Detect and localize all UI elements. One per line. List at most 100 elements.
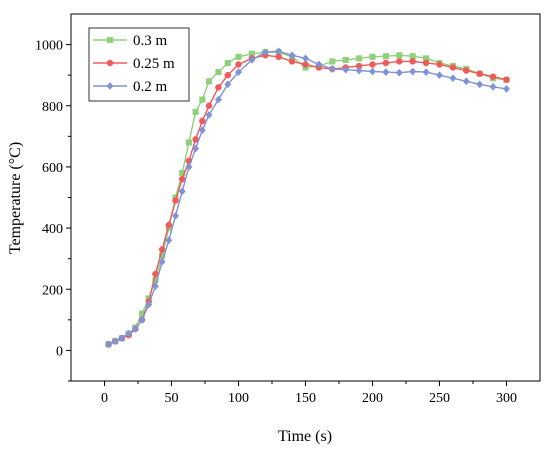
x-tick-label: 50 [165,391,179,406]
data-point [489,82,497,91]
data-point [224,80,232,89]
y-axis-label: Temperature (°C) [7,142,24,254]
data-point [118,334,126,343]
data-point [172,197,179,204]
data-point [224,71,232,79]
data-point [301,54,310,63]
y-tick-label: 0 [56,344,63,359]
data-point [224,59,231,66]
x-axis-label: Time (s) [278,428,332,445]
data-point [185,139,192,146]
data-point [476,80,484,89]
data-point [476,70,483,77]
legend-entry: 0.25 m [93,56,175,72]
data-point [151,282,159,291]
series-group [104,47,511,349]
data-point [261,48,269,57]
data-point [192,108,199,115]
data-point [329,58,336,65]
x-tick-label: 0 [101,391,108,406]
data-point [315,60,323,69]
data-point [396,52,403,59]
data-point [436,61,443,68]
data-point [503,76,510,84]
data-point [131,325,139,333]
data-point [368,67,377,76]
data-point [198,126,206,135]
data-point [234,68,243,77]
legend-entry: 0.2 m [93,79,168,95]
data-point [502,84,511,93]
data-point [104,340,113,349]
x-axis-ticks: 0 50 100 150 200 250 300 [101,381,517,406]
x-tick-label: 100 [228,391,249,406]
legend-label: 0.3 m [133,33,168,49]
y-tick-label: 800 [42,100,63,115]
data-point [288,51,296,60]
legend-marker [106,36,114,44]
legend-marker [106,82,114,90]
x-tick-label: 150 [295,391,316,406]
x-tick-label: 250 [429,391,450,406]
data-point [165,236,173,245]
data-point [185,162,193,171]
x-tick-label: 300 [496,391,517,406]
data-point [111,337,119,346]
data-point [449,74,457,83]
data-point [205,102,213,109]
y-tick-label: 600 [42,161,63,176]
legend-label: 0.25 m [133,56,175,72]
y-tick-label: 200 [42,283,63,298]
data-point [302,61,309,68]
data-point [199,117,206,125]
data-point [235,61,242,68]
data-point [369,61,376,68]
data-point [409,58,416,65]
data-point [342,65,350,74]
data-point [356,55,363,62]
data-point [125,329,133,338]
y-tick-label: 400 [42,222,63,237]
data-point [463,67,470,74]
data-point [409,67,417,76]
data-point [342,56,349,63]
data-point [275,47,283,56]
y-axis-ticks: 0 200 400 600 800 1000 [35,39,71,382]
data-point [199,96,206,103]
data-point [369,53,376,60]
data-point [171,211,180,220]
data-point [462,77,470,86]
data-point [355,66,363,75]
data-point [489,73,497,80]
data-point [214,95,222,104]
data-point [382,53,389,60]
data-point [396,58,403,65]
data-point [248,55,256,64]
legend-label: 0.2 m [133,79,168,95]
data-point [205,110,213,119]
data-point [145,300,153,309]
series-2 [104,47,511,349]
legend: 0.3 m 0.25 m 0.2 m [88,27,190,102]
data-point [382,68,390,77]
data-point [422,68,430,77]
data-point [395,68,403,77]
data-point [288,58,296,65]
data-point [422,59,430,67]
data-point [328,65,336,74]
data-point [205,78,213,85]
legend-marker [106,59,114,67]
y-tick-label: 1000 [35,39,63,54]
data-point [382,59,390,67]
data-point [165,221,173,229]
data-point [138,315,146,324]
data-point [178,187,186,196]
x-tick-label: 200 [362,391,383,406]
data-point [215,69,222,76]
data-point [215,84,222,91]
data-point [158,246,166,253]
data-point [192,144,200,153]
data-point [158,257,166,266]
